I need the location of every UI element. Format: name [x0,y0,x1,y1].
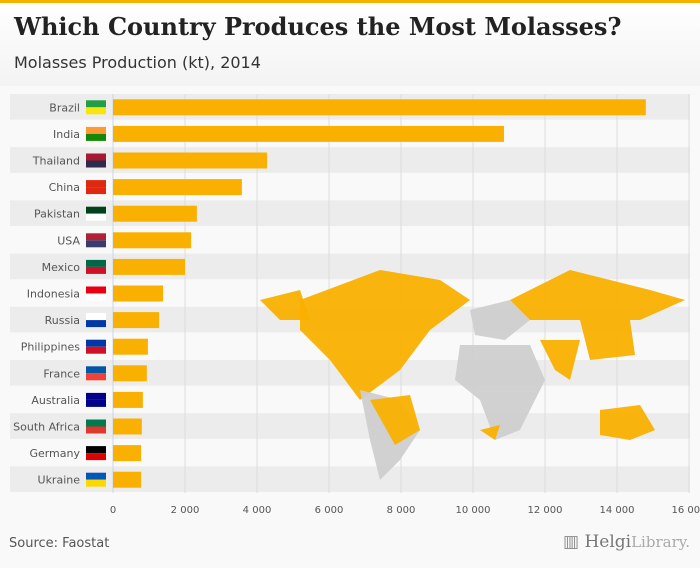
bar-south-africa [113,418,142,435]
country-label: Mexico [42,261,81,274]
map-europe [470,300,530,340]
country-label: France [43,367,80,380]
flag-icon [86,419,106,427]
bar-germany [113,445,142,462]
bar-china [113,179,242,196]
flag-icon [86,446,106,454]
bar-philippines [113,338,148,355]
flag-icon [86,339,106,347]
country-label: Pakistan [34,208,80,221]
country-label: Indonesia [27,288,80,301]
logo-icon: ▥ [562,532,585,552]
country-label: Australia [31,394,80,407]
map-china [580,320,635,360]
country-label: Russia [45,314,80,327]
helgi-library-logo[interactable]: ▥ HelgiLibrary. [562,532,690,552]
flag-icon [86,126,106,134]
map-india [540,340,580,380]
country-label: USA [57,234,80,247]
flag-icon [86,399,106,407]
flag-icon [86,346,106,354]
flag-icon [86,133,106,141]
flag-icon [86,160,106,168]
country-label: China [49,181,80,194]
flag-icon [86,153,106,161]
flag-icon [86,180,106,188]
bar-france [113,365,147,382]
map-alaska [260,290,310,320]
flag-icon [86,107,106,115]
flag-icon [86,392,106,400]
flag-icon [86,320,106,328]
bar-brazil [113,99,646,116]
chart-title: Which Country Produces the Most Molasses… [14,12,622,41]
country-label: Thailand [32,155,80,168]
x-tick-label: 0 [110,505,116,516]
x-tick-label: 6 000 [315,505,344,516]
bar-australia [113,391,143,408]
bar-pakistan [113,205,197,222]
row-band [10,147,690,173]
flag-icon [86,286,106,294]
flag-icon [86,240,106,248]
country-label: India [53,128,80,141]
map-south-africa [480,425,500,440]
x-tick-label: 8 000 [387,505,416,516]
accent-line [0,0,700,3]
bar-usa [113,232,192,249]
flag-icon [86,479,106,487]
bar-chart: 0 2 000 4 000 6 000 8 000 10 000 12 000 14 000 1… [10,94,700,516]
chart-subtitle: Molasses Production (kt), 2014 [14,53,261,72]
bar-thailand [113,152,268,169]
flag-icon [86,266,106,274]
bar-indonesia [113,285,164,302]
row-band [10,413,690,439]
country-label: Brazil [49,101,80,114]
row-band [10,466,690,492]
map-africa [455,345,545,440]
flag-icon [86,426,106,434]
source-note: Source: Faostat [9,536,110,551]
bar-mexico [113,258,185,275]
row-band [10,200,690,226]
flag-icon [86,453,106,461]
flag-icon [86,259,106,267]
flag-icon [86,366,106,374]
bar-india [113,125,504,142]
x-tick-label: 14 000 [600,505,635,516]
flag-icon [86,187,106,195]
map-russia [510,270,685,320]
x-tick-label: 4 000 [243,505,272,516]
x-tick-label: 12 000 [528,505,563,516]
map-brazil [370,395,420,445]
country-label: Germany [29,447,80,460]
flag-icon [86,206,106,214]
header [0,0,700,86]
bar-ukraine [113,471,142,488]
x-tick-label: 10 000 [456,505,491,516]
x-tick-label: 16 000 [672,505,700,516]
flag-icon [86,233,106,241]
map-north-america [300,270,470,400]
country-label: Ukraine [38,474,81,487]
country-label: Philippines [21,341,81,354]
flag-icon [86,293,106,301]
flag-icon [86,373,106,381]
map-australia [600,405,655,440]
flag-icon [86,313,106,321]
x-tick-label: 2 000 [171,505,200,516]
bar-russia [113,312,160,329]
country-label: South Africa [13,421,80,434]
flag-icon [86,213,106,221]
flag-icon [86,472,106,480]
flag-icon [86,100,106,108]
